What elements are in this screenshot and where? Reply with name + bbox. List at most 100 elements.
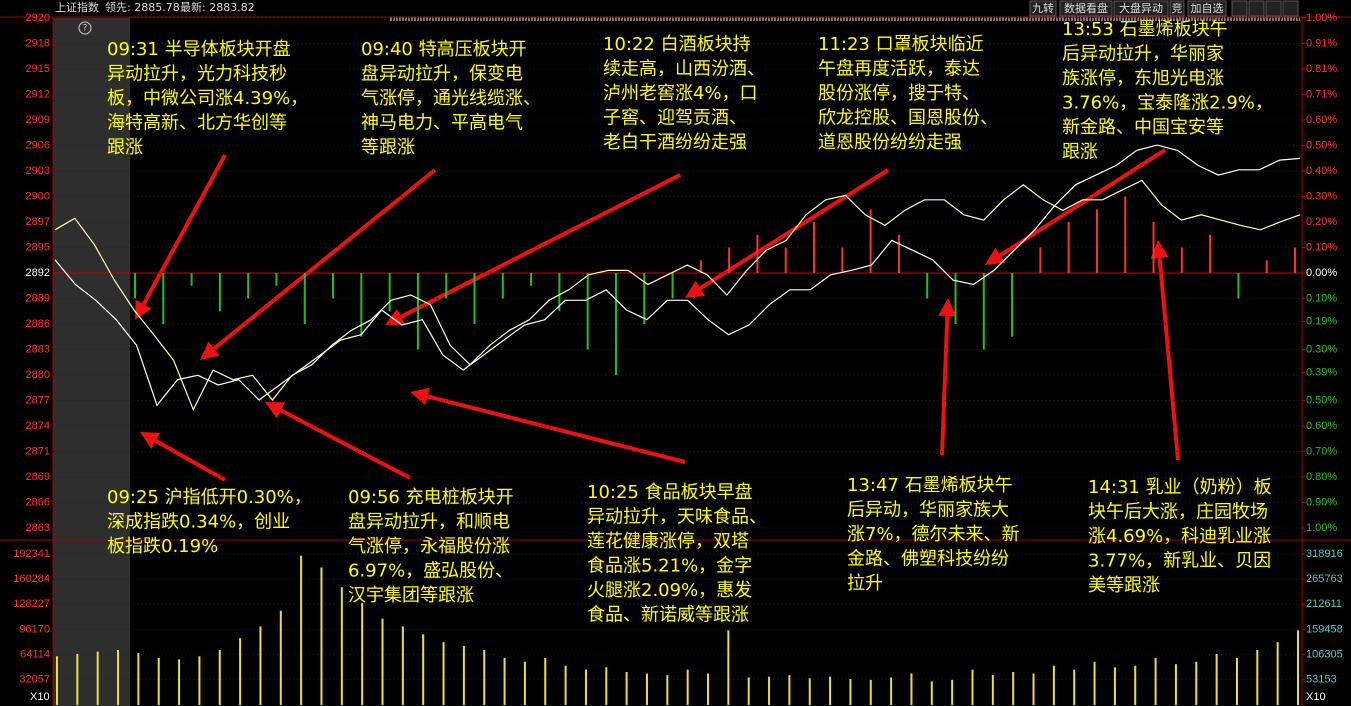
annotation-line: 气涨停，永福股份涨: [348, 536, 510, 557]
volume-bar: [1276, 642, 1279, 705]
y-tick-label: 2909: [26, 114, 50, 126]
volume-bar: [1113, 667, 1116, 705]
toolbar-button[interactable]: [1029, 0, 1057, 17]
toolbar-button[interactable]: [1113, 0, 1169, 17]
toolbar-button[interactable]: [1187, 0, 1227, 17]
volume-bar: [788, 675, 791, 705]
annotation-line: 族涨停，东旭光电涨: [1062, 68, 1224, 89]
strength-bar: [1265, 260, 1268, 273]
annotation-line: 板指跌0.19%: [107, 536, 218, 557]
annotation-line: 拉升: [847, 573, 883, 594]
volume-bar: [666, 675, 669, 705]
arrow-shaft: [212, 168, 437, 351]
y-tick-label: 2915: [26, 63, 50, 75]
volume-y2-tick-label: 318916: [1306, 548, 1343, 560]
help-icon[interactable]: [78, 21, 92, 35]
annotation-line: 盘异动拉升，和顺电: [348, 512, 510, 533]
toolbar-label[interactable]: 竞: [1172, 1, 1183, 15]
annotation-line: 续走高，山西汾酒、: [603, 59, 765, 80]
strength-bar: [1152, 222, 1155, 273]
volume-tick-label: 64114: [20, 649, 50, 661]
arrows: [135, 148, 1180, 482]
help-text[interactable]: ?: [83, 24, 88, 34]
y2-tick-label: 0.50%: [1306, 394, 1337, 406]
annotation-line: 6.97%，盛弘股份、: [348, 561, 513, 582]
header-last: 最新: 2883.82: [180, 0, 255, 14]
y-tick-label: 2900: [26, 190, 50, 202]
volume-bar: [56, 656, 58, 705]
strength-bar: [247, 273, 250, 299]
strength-bar: [558, 273, 561, 312]
toolbar-icon[interactable]: [1231, 0, 1248, 17]
toolbar-label[interactable]: 加自选: [1191, 2, 1224, 15]
arrow-shaft: [141, 154, 227, 306]
toolbar-label[interactable]: 数据看盘: [1064, 1, 1108, 15]
volume-bar: [544, 657, 547, 705]
annotation-line: 午盘再度活跃，泰达: [818, 59, 980, 80]
arrow-shaft: [154, 439, 226, 482]
y-tick-label: 2897: [26, 216, 50, 228]
strength-bar: [643, 273, 646, 324]
y2-tick-label: 0.39%: [1306, 366, 1337, 378]
volume-bar: [198, 656, 201, 705]
volume-bar: [951, 679, 954, 705]
strength-bar: [134, 273, 136, 299]
volume-bar: [727, 630, 730, 705]
arrow-head: [985, 247, 1006, 265]
volume-bar: [239, 638, 242, 705]
strength-bar: [1067, 222, 1070, 273]
strength-bar: [728, 247, 731, 273]
volume-bar: [890, 677, 893, 705]
strength-bar: [416, 273, 419, 350]
annotation-line: 道恩股份纷纷走强: [818, 132, 962, 153]
strength-bar: [784, 247, 787, 273]
volume-bar: [971, 669, 974, 705]
volume-bar: [829, 676, 832, 705]
toolbar-icon[interactable]: [1248, 0, 1265, 17]
toolbar-icon[interactable]: [1265, 0, 1282, 17]
y2-tick-label: 0.10%: [1306, 241, 1337, 253]
volume-y2-tick-label: 106305: [1306, 649, 1343, 661]
annotation-line: 跟涨: [107, 137, 143, 158]
annotation-line: 09:31 半导体板块开盘: [107, 39, 291, 60]
toolbar-label[interactable]: 大盘异动: [1119, 1, 1163, 15]
volume-bar: [1256, 650, 1259, 705]
volume-tick-label: 128227: [13, 598, 50, 610]
arrow-shaft: [999, 148, 1167, 257]
volume-bar: [218, 650, 221, 705]
volume-bar: [686, 669, 689, 705]
volume-bar: [808, 678, 811, 705]
volume-bar: [340, 587, 343, 705]
y-tick-label: 2906: [26, 139, 50, 151]
volume-y2-tick-label: 265763: [1306, 573, 1343, 585]
arrow-head: [200, 341, 220, 360]
annotation-line: 后异动拉升，华丽家: [1062, 44, 1224, 65]
volume-bar: [707, 673, 710, 705]
volume-bar: [1134, 665, 1137, 705]
volume-tick-label: 96170: [19, 623, 50, 635]
annotation-line: 子窖、迎驾贡酒、: [603, 108, 747, 129]
volume-bar: [137, 653, 140, 705]
volume-bar: [76, 653, 79, 705]
y-tick-label: 2895: [26, 241, 50, 253]
volume-bar: [930, 681, 933, 705]
volume-bar: [1093, 661, 1096, 705]
toolbar-button[interactable]: [1169, 0, 1185, 17]
arrow-head: [385, 308, 406, 325]
arrow-shaft: [940, 315, 950, 456]
strength-bar: [530, 273, 533, 286]
y2-tick-label: 0.19%: [1306, 315, 1337, 327]
toolbar-icon[interactable]: [1282, 0, 1299, 17]
toolbar-button[interactable]: [1059, 0, 1113, 17]
toolbar-label[interactable]: 九转: [1032, 1, 1054, 15]
arrow-head: [135, 299, 152, 320]
y2-tick-label: 1.00%: [1306, 12, 1337, 24]
arrow-head: [685, 280, 706, 298]
annotation-line: 股份涨停，搜于特、: [818, 83, 980, 104]
price-line: [54, 179, 1301, 412]
y-tick-label: 2871: [26, 445, 50, 457]
y-tick-label: 2903: [26, 165, 50, 177]
y2-tick-label: 0.60%: [1306, 420, 1337, 432]
